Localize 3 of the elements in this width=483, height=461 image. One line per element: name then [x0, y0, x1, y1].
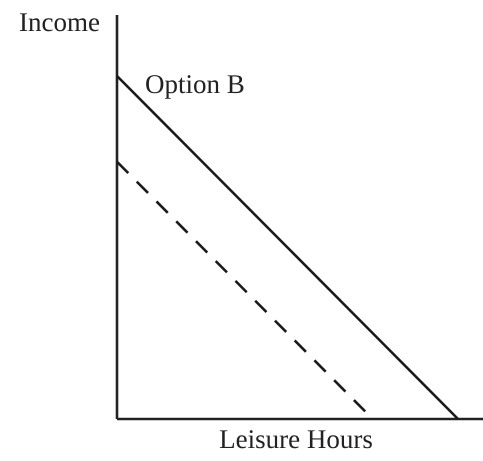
- y-axis-title: Income: [19, 7, 100, 37]
- series-label: Option B: [145, 69, 245, 99]
- x-axis-title: Leisure Hours: [219, 424, 373, 454]
